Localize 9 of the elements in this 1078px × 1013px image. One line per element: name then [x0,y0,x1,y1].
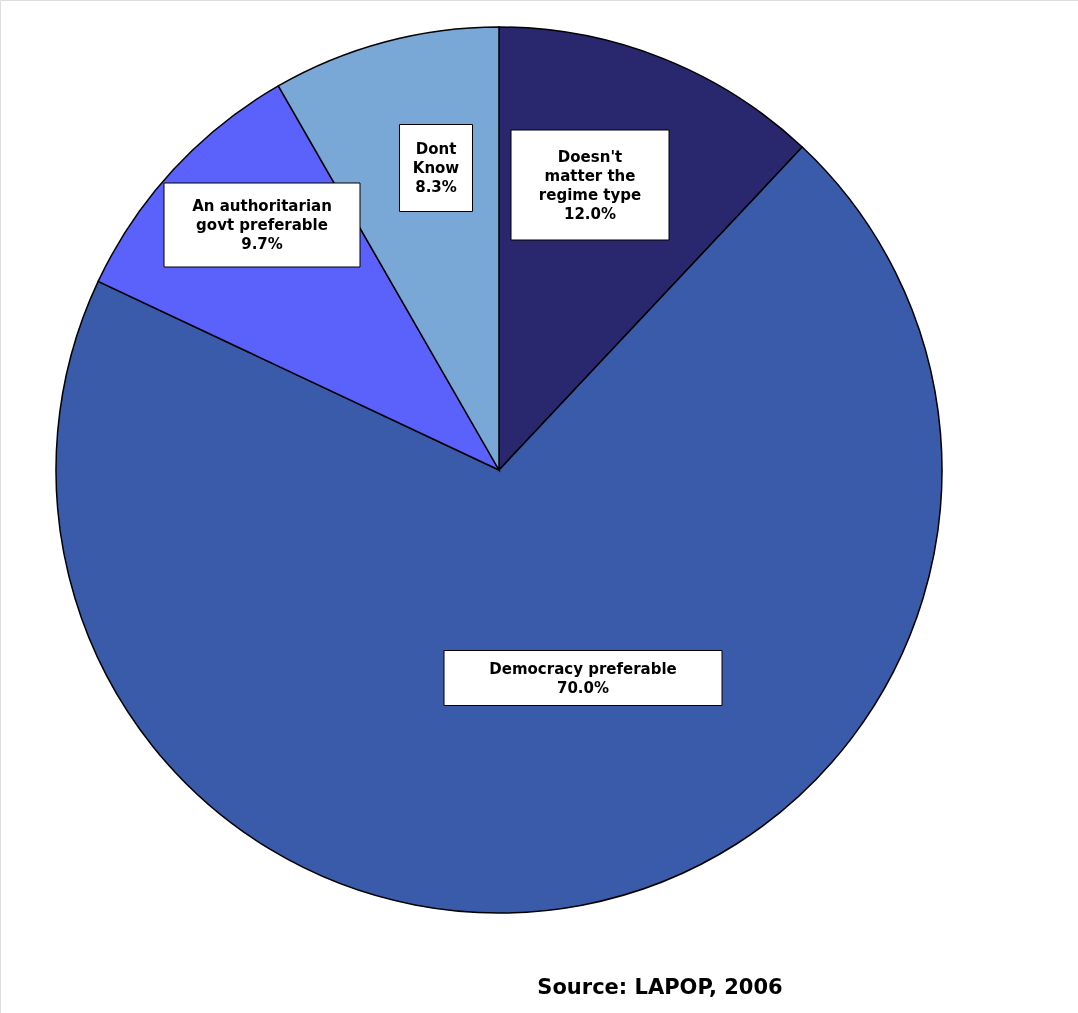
source-note: Source: LAPOP, 2006 [537,975,783,999]
data-label: 12.0% [563,204,617,223]
slice-label: Democracy preferable [489,659,677,678]
slice-label: Doesn't matter the regime type [538,147,642,204]
data-label: 8.3% [415,178,457,196]
data-label: 70.0% [556,678,610,697]
data-label: 9.7% [241,235,283,253]
slice-label: Dont Know [412,140,460,177]
slice-label: An authoritarian govt preferable [192,197,332,234]
